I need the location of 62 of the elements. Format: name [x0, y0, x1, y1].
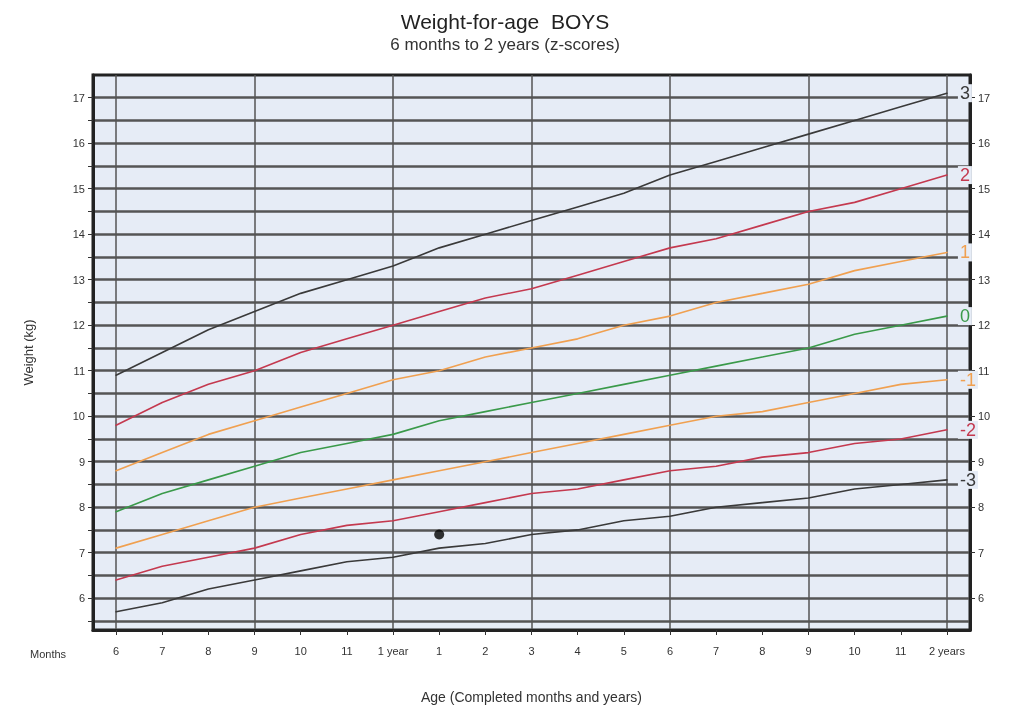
x-tick-label: 1: [436, 644, 443, 657]
line-series: [115, 429, 948, 581]
y2-tick-label: 11: [978, 364, 990, 377]
series-label: 3: [959, 83, 970, 104]
y-tick-label: 10: [72, 410, 85, 423]
y-tick-label: 13: [72, 273, 85, 286]
y-tick-label: 6: [78, 592, 85, 605]
line-series: [115, 379, 948, 549]
y-tick-label: 16: [72, 137, 85, 150]
x-tick-label: 4: [574, 644, 581, 657]
x-tick-label: 6: [666, 644, 674, 657]
text: Months: [30, 647, 67, 660]
x-tick-label: 7: [159, 644, 166, 657]
y2-tick-label: 9: [978, 455, 985, 468]
y-tick-label: 11: [73, 364, 85, 377]
x-tick-label: 10: [294, 644, 307, 657]
line-series: [115, 251, 948, 472]
x-tick-label: 1 year: [377, 644, 409, 657]
x-tick-label: 2: [482, 644, 489, 657]
x-tick-label: 8: [205, 644, 212, 657]
y2-tick-label: 6: [978, 592, 985, 605]
y2-tick-label: 10: [978, 410, 991, 423]
x-tick-label: 2 years: [928, 644, 966, 657]
y-tick-label: 9: [78, 455, 85, 468]
x-tick-label: 9: [805, 644, 812, 657]
y2-tick-label: 17: [978, 91, 991, 104]
y2-tick-label: 16: [978, 137, 991, 150]
y-tick-label: 17: [72, 91, 85, 104]
series-label: -2: [959, 419, 976, 440]
y2-tick-label: 7: [978, 546, 985, 559]
chart-subtitle: 6 months to 2 years (z-scores): [390, 35, 620, 54]
y2-tick-label: 14: [978, 228, 991, 241]
x-tick-label: 7: [713, 644, 720, 657]
y-tick-label: 7: [78, 546, 85, 559]
x-tick-label: 6: [113, 644, 120, 657]
x-tick-label: 11: [341, 644, 353, 657]
y-tick-label: 15: [72, 182, 85, 195]
x-tick-label: 5: [620, 644, 627, 657]
x-tick-label: 3: [528, 644, 535, 657]
series-label: 0: [959, 306, 970, 327]
y2-tick-label: 8: [978, 501, 985, 514]
line-series: [115, 174, 948, 427]
series-label: -1: [959, 369, 976, 390]
line-series: [115, 92, 948, 377]
line-series: [115, 479, 948, 613]
y2-tick-label: 15: [978, 182, 991, 195]
x-tick-label: 8: [759, 644, 766, 657]
series-label: 2: [959, 165, 970, 186]
chart-title: Weight-for-age BOYS: [400, 10, 610, 33]
y-tick-label: 14: [72, 228, 85, 241]
line-series: [115, 315, 948, 513]
y2-tick-label: 12: [978, 319, 991, 332]
y-axis-title: Weight (kg): [21, 319, 36, 386]
y-tick-label: 12: [72, 319, 85, 332]
y2-tick-label: 13: [978, 273, 991, 286]
x-tick-label: 9: [251, 644, 258, 657]
series-label: 1: [959, 242, 970, 263]
series-label: -3: [959, 469, 976, 490]
x-axis-title: Age (Completed months and years): [421, 689, 642, 705]
x-tick-label: 11: [895, 644, 907, 657]
x-tick-label: 10: [848, 644, 861, 657]
y-tick-label: 8: [78, 501, 85, 514]
